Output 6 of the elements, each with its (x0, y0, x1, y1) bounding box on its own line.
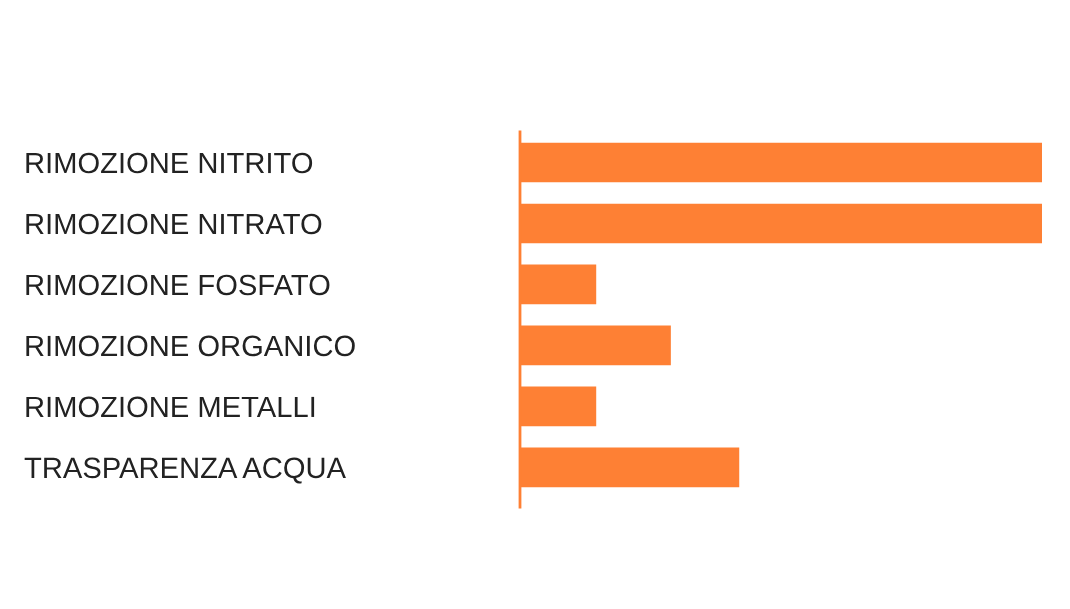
y-tick-label: RIMOZIONE NITRATO (26, 213, 322, 235)
y-tick-label: RIMOZIONE METALLI (26, 396, 315, 418)
y-tick-label: RIMOZIONE FOSFATO (26, 274, 330, 296)
y-tick-label: RIMOZIONE ORGANICO (26, 335, 355, 357)
y-tick-label: TRASPARENZA ACQUA (24, 457, 346, 484)
y-tick-label: RIMOZIONE NITRITO (26, 152, 313, 174)
